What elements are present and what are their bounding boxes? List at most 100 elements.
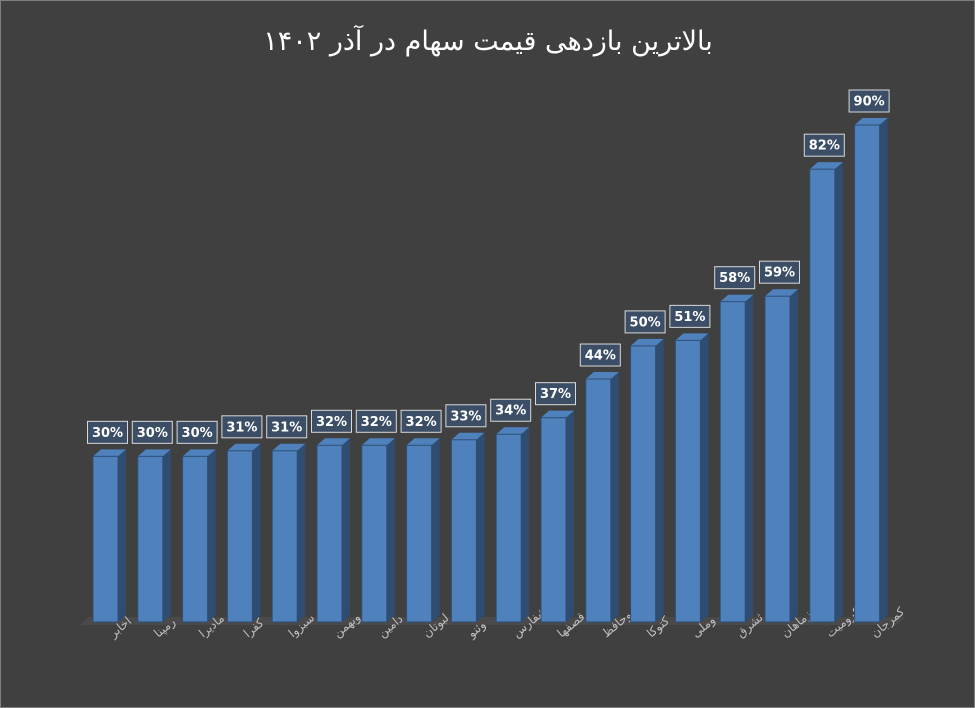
bar: [92, 455, 119, 623]
bar-top: [585, 372, 619, 380]
value-label: 30%: [92, 426, 123, 441]
bar-group: [719, 294, 754, 623]
value-label-box: [535, 382, 576, 406]
value-label: 90%: [854, 95, 885, 110]
value-label-box: [266, 415, 308, 439]
bar-top: [809, 162, 843, 170]
bar-top: [182, 449, 216, 457]
bar-side: [431, 438, 440, 622]
bar-side: [521, 427, 530, 622]
value-label-box: [669, 304, 711, 328]
bar: [630, 345, 657, 623]
value-label-box: [221, 415, 263, 439]
value-label: 34%: [495, 404, 526, 419]
value-label: 30%: [182, 426, 213, 441]
value-label-box: [400, 409, 442, 433]
value-label-box: [355, 409, 397, 433]
bar-group: [137, 449, 171, 623]
bar-group: [854, 118, 888, 623]
bar-group: [450, 432, 485, 623]
bar-top: [137, 449, 171, 457]
bar-group: [226, 443, 261, 623]
bar: [854, 124, 881, 623]
bar-group: [495, 427, 530, 623]
bar: [764, 295, 791, 623]
bar-top: [541, 410, 574, 418]
bar-side: [297, 443, 306, 622]
bar: [226, 450, 253, 623]
value-label: 32%: [406, 415, 437, 430]
bar-side: [252, 443, 261, 622]
value-label: 32%: [316, 415, 347, 430]
value-label: 31%: [226, 420, 257, 435]
value-label-box: [848, 89, 890, 113]
value-label: 32%: [361, 415, 392, 430]
bar-side: [566, 410, 574, 622]
bar-group: [674, 333, 709, 623]
value-label: 59%: [764, 266, 795, 281]
value-label-box: [176, 420, 218, 444]
bar-top: [765, 289, 798, 297]
bar-top: [317, 438, 350, 446]
chart-title: بالاترین بازدهی قیمت سهام در آذر ۱۴۰۲: [263, 25, 713, 57]
value-label: 44%: [585, 349, 616, 364]
bar-top: [496, 427, 530, 435]
bar: [450, 439, 477, 623]
bar-side: [207, 449, 216, 622]
value-label-box: [311, 409, 352, 433]
bar: [674, 339, 701, 623]
bar-group: [540, 410, 574, 623]
bar-side: [790, 289, 798, 622]
bar: [540, 417, 567, 623]
value-label: 50%: [630, 315, 661, 330]
bar: [585, 378, 612, 623]
bar: [182, 455, 209, 623]
bar-group: [630, 338, 664, 623]
bar-side: [834, 162, 843, 622]
bar-side: [879, 118, 888, 622]
bar-side: [700, 333, 709, 622]
bar-group: [585, 372, 619, 623]
value-label: 33%: [450, 409, 481, 424]
bar-top: [451, 432, 485, 440]
bar-group: [406, 438, 440, 623]
bar-side: [162, 449, 171, 622]
bar: [809, 168, 836, 623]
value-label-box: [759, 260, 800, 284]
bar-top: [675, 333, 709, 341]
bar-top: [406, 438, 440, 446]
bar: [406, 444, 433, 623]
value-label-box: [87, 420, 128, 444]
bar: [495, 433, 522, 623]
bar: [137, 455, 164, 623]
bar: [271, 450, 298, 623]
bar-side: [476, 432, 485, 622]
bar-group: [182, 449, 216, 623]
bar-side: [610, 372, 619, 622]
value-label: 58%: [719, 271, 750, 286]
value-label: 30%: [137, 426, 168, 441]
bar-side: [745, 294, 754, 622]
bar-top: [720, 294, 754, 302]
bar: [316, 444, 343, 623]
bar-top: [854, 118, 888, 125]
value-label: 31%: [271, 420, 302, 435]
value-label-box: [490, 398, 532, 422]
bar-group: [316, 438, 350, 623]
bar-side: [655, 338, 664, 622]
bar-side: [386, 438, 395, 622]
value-label: 51%: [674, 310, 705, 325]
bar: [361, 444, 388, 623]
bar-group: [361, 438, 395, 623]
bar-top: [361, 438, 395, 446]
bar-top: [93, 449, 126, 457]
bar: [719, 301, 746, 623]
bar-top: [227, 443, 261, 451]
value-label-box: [624, 310, 666, 334]
bar-group: [809, 162, 843, 623]
value-label-box: [803, 133, 845, 157]
bar-group: [92, 449, 126, 623]
bar-side: [118, 449, 126, 622]
value-label: 82%: [809, 139, 840, 154]
